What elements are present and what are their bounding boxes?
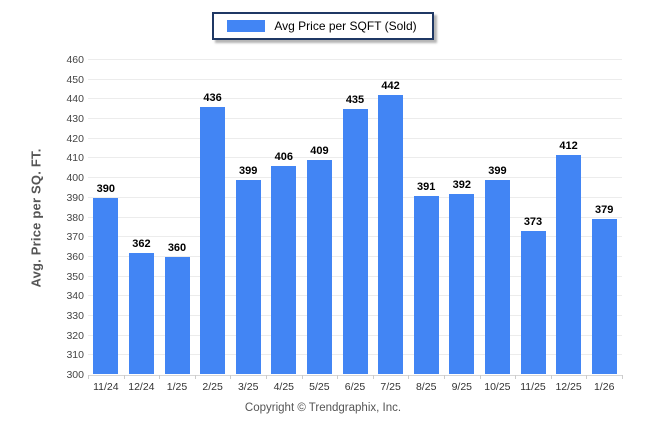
x-tick-label: 4/25 — [273, 381, 295, 393]
bar-value-label: 390 — [96, 182, 115, 195]
gridline — [88, 78, 622, 80]
y-tick-label: 330 — [66, 309, 84, 322]
bar-value-label: 406 — [274, 151, 293, 164]
y-tick-label: 370 — [66, 231, 84, 244]
bar — [342, 109, 368, 374]
bar — [271, 166, 297, 374]
x-axis-tick — [159, 375, 161, 379]
y-tick-label: 350 — [66, 270, 84, 283]
x-axis-tick — [408, 375, 410, 379]
bar — [520, 231, 546, 374]
x-tick-label: 10/25 — [484, 381, 511, 393]
y-tick-label: 440 — [66, 93, 84, 106]
y-tick-label: 300 — [66, 369, 84, 381]
x-tick-label: 1/25 — [166, 381, 188, 393]
bar — [200, 107, 226, 374]
bar — [235, 180, 261, 374]
y-tick-label: 310 — [66, 349, 84, 362]
x-tick-label: 6/25 — [344, 381, 366, 393]
x-axis-tick — [88, 375, 89, 379]
y-tick-label: 390 — [66, 191, 84, 204]
bar-value-label: 436 — [203, 92, 222, 105]
y-tick-label: 340 — [66, 290, 84, 303]
x-axis-tick — [123, 375, 125, 379]
y-tick-label: 430 — [66, 113, 84, 126]
x-axis-tick — [444, 375, 445, 379]
bar-value-label: 360 — [167, 241, 187, 254]
bar — [449, 193, 475, 374]
bar — [306, 160, 332, 374]
bar — [164, 256, 190, 374]
bar-value-label: 399 — [239, 165, 258, 178]
y-tick-label: 410 — [66, 152, 84, 165]
plot-area: 390 11/24 362 12/24 360 1/25 436 2/25 399 3/25 406… — [88, 59, 623, 393]
bar — [484, 180, 510, 374]
x-axis-tick — [266, 375, 267, 379]
x-tick-label: 1/26 — [593, 381, 615, 393]
bar — [556, 154, 582, 374]
x-axis-tick — [372, 375, 374, 379]
x-axis-tick — [194, 375, 196, 379]
x-tick-label: 11/24 — [93, 381, 119, 393]
copyright-text: Copyright © Trendgraphix, Inc. — [244, 402, 402, 414]
x-tick-label: 11/25 — [520, 381, 546, 393]
y-tick-label: 320 — [66, 329, 84, 342]
bar — [93, 197, 119, 374]
x-axis-tick — [337, 375, 339, 379]
x-axis-tick — [550, 375, 552, 379]
bar-value-label: 391 — [417, 180, 436, 193]
legend: Avg Price per SQFT (Sold) — [0, 12, 646, 40]
legend-box: Avg Price per SQFT (Sold) — [212, 12, 434, 40]
x-axis-tick — [586, 375, 588, 379]
y-tick-label: 400 — [66, 172, 84, 185]
y-tick-label: 360 — [66, 250, 84, 263]
legend-label: Avg Price per SQFT (Sold) — [274, 19, 417, 33]
bar-value-label: 412 — [559, 139, 578, 152]
x-axis-tick — [230, 375, 232, 379]
bar-value-label: 362 — [132, 237, 151, 250]
x-tick-label: 12/25 — [555, 381, 582, 393]
x-tick-label: 2/25 — [202, 381, 223, 393]
bar — [591, 219, 617, 374]
x-tick-label: 9/25 — [451, 381, 473, 393]
bar-value-label: 392 — [452, 178, 471, 191]
legend-swatch-icon — [227, 20, 266, 32]
bar — [128, 252, 154, 374]
y-tick-label: 420 — [66, 132, 84, 145]
x-tick-label: 8/25 — [415, 381, 437, 393]
x-tick-label: 3/25 — [237, 381, 259, 393]
bar-value-label: 373 — [523, 216, 543, 229]
x-tick-label: 12/24 — [128, 381, 155, 393]
x-tick-label: 5/25 — [309, 381, 330, 393]
x-tick-label: 7/25 — [380, 381, 401, 393]
x-axis-tick — [479, 375, 481, 379]
bar-value-label: 409 — [310, 145, 329, 158]
y-tick-label: 460 — [66, 54, 84, 66]
bar-value-label: 379 — [595, 204, 614, 217]
gridline — [88, 375, 622, 376]
x-axis-tick — [301, 375, 303, 379]
bar-value-label: 399 — [488, 165, 507, 178]
bar — [413, 195, 439, 374]
bar — [378, 95, 404, 374]
y-tick-label: 380 — [66, 211, 84, 224]
y-tick-label: 450 — [66, 73, 84, 86]
gridline — [88, 98, 622, 100]
x-axis-tick — [515, 375, 517, 379]
gridline — [88, 59, 622, 60]
bar-value-label: 442 — [381, 80, 400, 93]
x-axis-tick — [622, 375, 623, 379]
bar-value-label: 435 — [345, 94, 365, 107]
